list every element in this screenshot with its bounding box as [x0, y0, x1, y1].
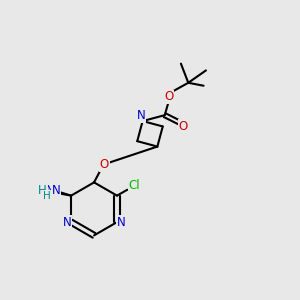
Text: O: O: [100, 158, 109, 171]
Text: O: O: [178, 120, 188, 133]
Text: H: H: [43, 190, 51, 201]
Text: N: N: [63, 216, 72, 229]
Text: N: N: [116, 216, 125, 229]
Text: Cl: Cl: [129, 179, 140, 192]
Text: N: N: [137, 109, 146, 122]
Text: H: H: [38, 184, 47, 197]
Text: N: N: [46, 184, 55, 197]
Text: O: O: [164, 90, 174, 104]
Text: N: N: [51, 184, 60, 197]
